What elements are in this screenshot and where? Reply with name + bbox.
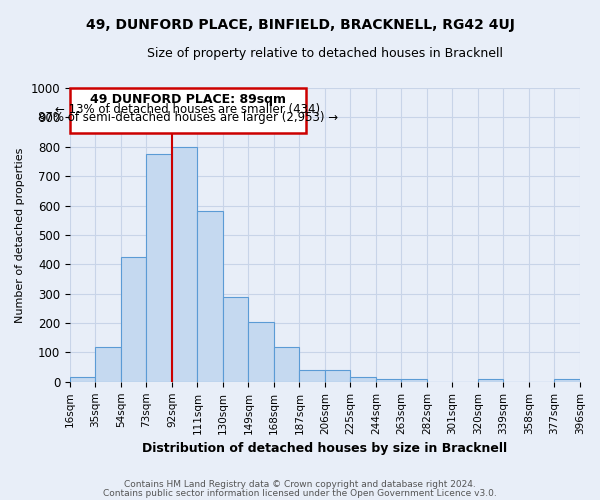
Bar — [299, 370, 325, 382]
Bar — [350, 378, 376, 382]
Bar — [146, 154, 172, 382]
Text: Contains public sector information licensed under the Open Government Licence v3: Contains public sector information licen… — [103, 488, 497, 498]
Bar — [554, 380, 580, 382]
Y-axis label: Number of detached properties: Number of detached properties — [15, 147, 25, 322]
Bar — [401, 380, 427, 382]
Bar — [376, 379, 401, 382]
Bar — [95, 346, 121, 382]
Text: 87% of semi-detached houses are larger (2,953) →: 87% of semi-detached houses are larger (… — [38, 111, 338, 124]
Text: 49, DUNFORD PLACE, BINFIELD, BRACKNELL, RG42 4UJ: 49, DUNFORD PLACE, BINFIELD, BRACKNELL, … — [86, 18, 514, 32]
X-axis label: Distribution of detached houses by size in Bracknell: Distribution of detached houses by size … — [142, 442, 508, 455]
Text: Contains HM Land Registry data © Crown copyright and database right 2024.: Contains HM Land Registry data © Crown c… — [124, 480, 476, 489]
Bar — [248, 322, 274, 382]
Title: Size of property relative to detached houses in Bracknell: Size of property relative to detached ho… — [147, 48, 503, 60]
Text: ← 13% of detached houses are smaller (434): ← 13% of detached houses are smaller (43… — [55, 102, 320, 116]
Bar — [478, 380, 503, 382]
Bar — [223, 296, 248, 382]
Bar — [70, 88, 306, 132]
Bar — [197, 212, 223, 382]
Bar — [274, 346, 299, 382]
Text: 49 DUNFORD PLACE: 89sqm: 49 DUNFORD PLACE: 89sqm — [90, 94, 286, 106]
Bar — [121, 257, 146, 382]
Bar — [172, 147, 197, 382]
Bar — [325, 370, 350, 382]
Bar — [70, 376, 95, 382]
